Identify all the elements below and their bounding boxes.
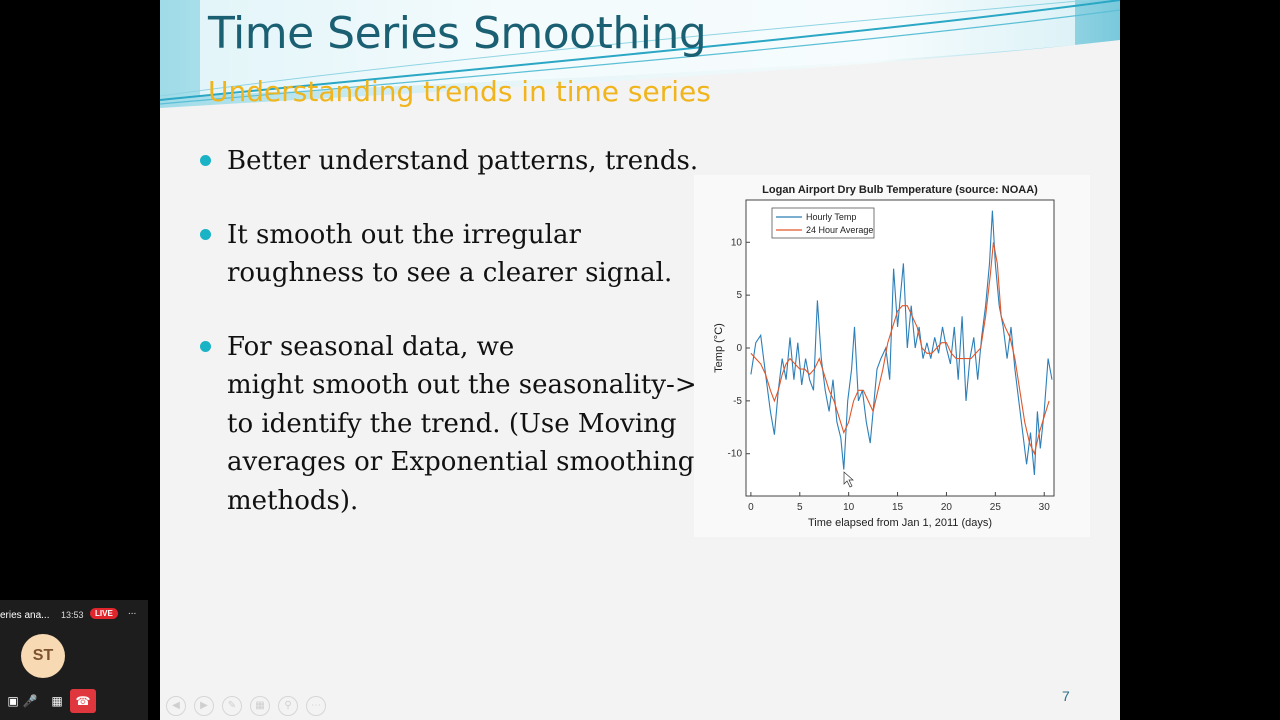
x-tick-label: 30 <box>1039 502 1051 513</box>
legend-entry: Hourly Temp <box>806 212 856 222</box>
x-axis-label: Time elapsed from Jan 1, 2011 (days) <box>808 517 992 529</box>
series-line <box>750 242 1050 456</box>
x-tick-label: 15 <box>892 502 904 513</box>
end-call-button[interactable]: ☎ <box>70 689 96 713</box>
bullet-line: roughness to see a clearer signal. <box>227 258 673 288</box>
x-tick-label: 20 <box>941 502 953 513</box>
x-tick-label: 25 <box>990 502 1002 513</box>
mouse-cursor-icon <box>843 471 854 488</box>
bullet-dot-icon <box>200 340 211 352</box>
bullet-item: Better understand patterns, trends. <box>200 142 700 181</box>
next-icon[interactable]: ▶ <box>194 696 214 716</box>
slide-subtitle: Understanding trends in time series <box>208 75 711 108</box>
zoom-icon[interactable]: ⚲ <box>278 696 298 716</box>
meeting-title: eries ana... <box>0 610 50 621</box>
slides-icon[interactable]: ▦ <box>250 696 270 716</box>
presentation-slide: Time Series Smoothing Understanding tren… <box>160 0 1120 720</box>
bullet-list: Better understand patterns, trends. It s… <box>200 142 700 555</box>
microphone-icon[interactable]: 🎤 <box>22 694 38 708</box>
more-icon[interactable]: ⋯ <box>306 696 326 716</box>
y-tick-label: -10 <box>728 449 743 460</box>
avatar: ST <box>21 634 65 678</box>
bullet-line: averages or Exponential smoothing <box>227 447 695 477</box>
share-screen-icon[interactable]: ▦ <box>51 694 63 708</box>
bullet-line: to identify the trend. (Use Moving <box>227 408 677 439</box>
legend-box <box>771 207 875 239</box>
meeting-time: 13:53 <box>61 610 84 620</box>
meeting-more-button[interactable]: ... <box>128 606 137 617</box>
bullet-line: For seasonal data, we <box>227 331 515 362</box>
camera-icon[interactable]: ▣ <box>7 694 19 708</box>
slide-title: Time Series Smoothing <box>208 8 707 59</box>
meeting-panel: eries ana... 13:53 LIVE ... ST ▣ 🎤 ▦ ☎ <box>0 600 148 720</box>
y-axis-label: Temp (°C) <box>713 323 725 373</box>
bullet-item: It smooth out the irregular roughness to… <box>200 216 700 293</box>
y-tick-label: 0 <box>736 343 742 354</box>
y-tick-label: 10 <box>731 237 743 248</box>
bullet-line: might smooth out the seasonality-> <box>227 370 697 400</box>
page-number: 7 <box>1062 688 1070 704</box>
bullet-line: Better understand patterns, trends. <box>227 146 699 176</box>
header-decoration <box>160 0 1120 108</box>
x-tick-label: 5 <box>797 502 803 513</box>
chart-title: Logan Airport Dry Bulb Temperature (sour… <box>762 184 1038 196</box>
prev-icon[interactable]: ◀ <box>166 696 186 716</box>
x-tick-label: 0 <box>748 502 754 513</box>
bullet-dot-icon <box>200 155 211 166</box>
chart-panel: Logan Airport Dry Bulb Temperature (sour… <box>694 175 1090 537</box>
pen-icon[interactable]: ✎ <box>222 696 242 716</box>
x-tick-label: 10 <box>843 502 855 513</box>
legend-entry: 24 Hour Average <box>806 225 873 235</box>
live-badge: LIVE <box>90 608 118 619</box>
bullet-dot-icon <box>200 228 211 240</box>
series-line <box>750 210 1053 475</box>
bullet-line: It smooth out the irregular <box>227 219 581 250</box>
bullet-item: For seasonal data, we might smooth out t… <box>200 328 700 521</box>
temperature-chart: Logan Airport Dry Bulb Temperature (sour… <box>713 184 1055 529</box>
y-tick-label: -5 <box>733 396 742 407</box>
y-tick-label: 5 <box>736 290 742 301</box>
plot-area <box>745 199 1055 497</box>
bullet-line: methods). <box>227 485 359 516</box>
